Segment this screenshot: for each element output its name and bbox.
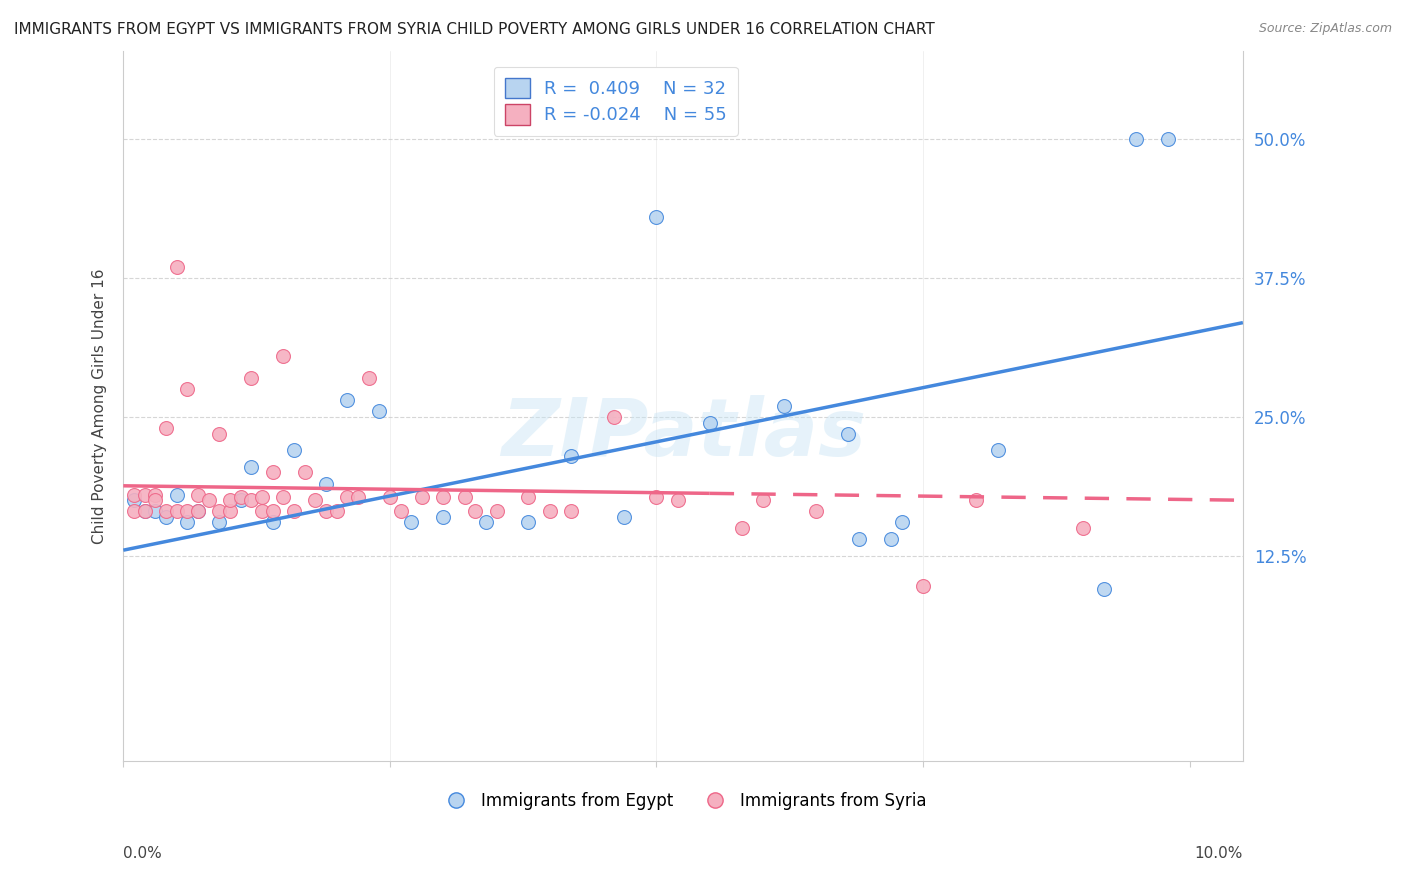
Point: [1157, 132, 1180, 146]
Point: [229, 490, 252, 504]
Point: [166, 260, 188, 274]
Point: [368, 404, 391, 418]
Point: [603, 409, 626, 424]
Point: [134, 504, 156, 518]
Point: [143, 488, 166, 502]
Point: [187, 488, 209, 502]
Point: [122, 504, 145, 518]
Point: [208, 426, 231, 441]
Text: Source: ZipAtlas.com: Source: ZipAtlas.com: [1258, 22, 1392, 36]
Point: [1092, 582, 1115, 596]
Point: [294, 466, 316, 480]
Point: [485, 504, 508, 518]
Point: [143, 493, 166, 508]
Point: [262, 466, 284, 480]
Point: [731, 521, 754, 535]
Point: [464, 504, 486, 518]
Legend: Immigrants from Egypt, Immigrants from Syria: Immigrants from Egypt, Immigrants from S…: [433, 785, 934, 817]
Point: [453, 490, 475, 504]
Point: [1125, 132, 1147, 146]
Point: [155, 509, 177, 524]
Point: [283, 504, 305, 518]
Point: [240, 371, 263, 385]
Point: [219, 493, 242, 508]
Point: [155, 421, 177, 435]
Point: [773, 399, 796, 413]
Point: [155, 504, 177, 518]
Point: [848, 532, 870, 546]
Y-axis label: Child Poverty Among Girls Under 16: Child Poverty Among Girls Under 16: [93, 268, 107, 543]
Point: [166, 504, 188, 518]
Point: [357, 371, 380, 385]
Point: [475, 516, 498, 530]
Point: [645, 490, 668, 504]
Point: [315, 504, 337, 518]
Point: [271, 490, 294, 504]
Point: [965, 493, 987, 508]
Point: [347, 490, 370, 504]
Text: IMMIGRANTS FROM EGYPT VS IMMIGRANTS FROM SYRIA CHILD POVERTY AMONG GIRLS UNDER 1: IMMIGRANTS FROM EGYPT VS IMMIGRANTS FROM…: [14, 22, 935, 37]
Point: [325, 504, 347, 518]
Point: [262, 504, 284, 518]
Point: [122, 493, 145, 508]
Point: [336, 393, 359, 408]
Point: [837, 426, 859, 441]
Point: [134, 488, 156, 502]
Point: [187, 504, 209, 518]
Text: ZIPatlas: ZIPatlas: [501, 395, 866, 474]
Point: [399, 516, 422, 530]
Point: [283, 443, 305, 458]
Point: [304, 493, 326, 508]
Point: [411, 490, 433, 504]
Point: [166, 488, 188, 502]
Point: [560, 449, 582, 463]
Point: [271, 349, 294, 363]
Point: [432, 490, 454, 504]
Point: [389, 504, 412, 518]
Point: [517, 516, 540, 530]
Point: [806, 504, 828, 518]
Point: [219, 504, 242, 518]
Point: [699, 416, 721, 430]
Point: [336, 490, 359, 504]
Point: [176, 504, 198, 518]
Point: [666, 493, 689, 508]
Point: [197, 493, 219, 508]
Point: [187, 504, 209, 518]
Point: [378, 490, 401, 504]
Point: [560, 504, 582, 518]
Point: [176, 516, 198, 530]
Point: [315, 476, 337, 491]
Point: [208, 516, 231, 530]
Point: [911, 579, 934, 593]
Point: [176, 382, 198, 396]
Point: [143, 504, 166, 518]
Point: [208, 504, 231, 518]
Point: [250, 504, 273, 518]
Point: [517, 490, 540, 504]
Point: [1071, 521, 1094, 535]
Point: [229, 493, 252, 508]
Text: 0.0%: 0.0%: [124, 847, 162, 861]
Point: [538, 504, 561, 518]
Point: [240, 459, 263, 474]
Point: [432, 509, 454, 524]
Text: 10.0%: 10.0%: [1195, 847, 1243, 861]
Point: [880, 532, 903, 546]
Point: [250, 490, 273, 504]
Point: [645, 210, 668, 224]
Point: [987, 443, 1010, 458]
Point: [134, 504, 156, 518]
Point: [262, 516, 284, 530]
Point: [613, 509, 636, 524]
Point: [752, 493, 775, 508]
Point: [240, 493, 263, 508]
Point: [122, 488, 145, 502]
Point: [890, 516, 912, 530]
